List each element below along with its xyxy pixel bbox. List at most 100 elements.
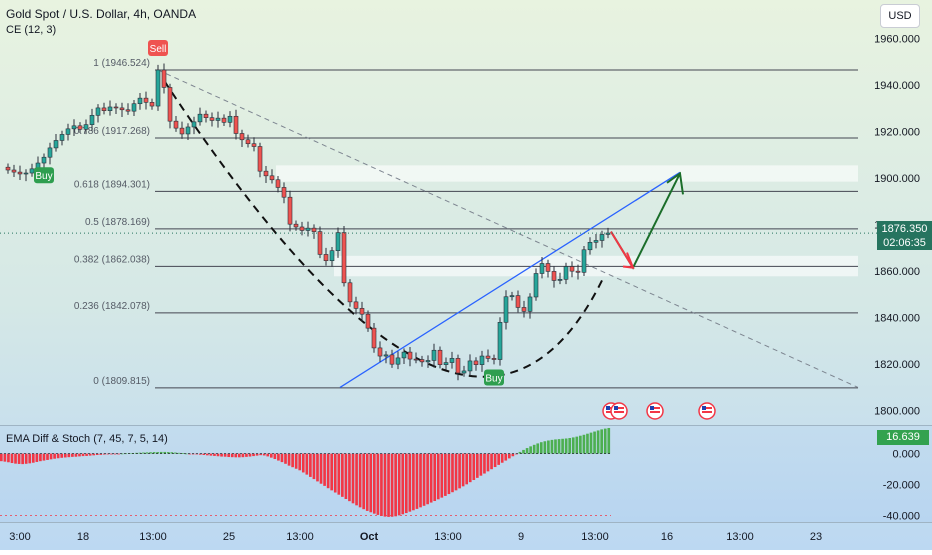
- histogram-bar: [348, 453, 351, 502]
- histogram-bar: [436, 453, 440, 500]
- histogram-bar: [401, 453, 405, 515]
- histogram-bar: [600, 429, 604, 454]
- histogram-bar: [309, 453, 312, 477]
- drawing-tools[interactable]: [157, 69, 859, 388]
- histogram-bar: [284, 453, 287, 464]
- currency-button[interactable]: USD: [880, 4, 920, 28]
- histogram-bar: [71, 453, 74, 457]
- histogram-bar: [106, 453, 110, 455]
- candle-body: [11, 169, 17, 173]
- histogram-bar: [252, 453, 255, 457]
- signal-labels: Sell Buy Buy: [34, 40, 504, 386]
- candle-body: [275, 179, 281, 188]
- histogram-bar: [14, 453, 17, 464]
- candle-body: [185, 126, 191, 135]
- candle-body: [95, 107, 101, 116]
- histogram-bar: [220, 453, 223, 457]
- candle-body: [449, 358, 455, 363]
- symbol-title[interactable]: Gold Spot / U.S. Dollar, 4h, OANDA: [6, 7, 197, 21]
- indicator-tick-label: -20.000: [883, 479, 920, 491]
- histogram-bar: [586, 433, 589, 454]
- histogram-bar: [88, 453, 92, 456]
- candle-body: [473, 360, 479, 365]
- histogram-bar: [490, 453, 493, 470]
- fibonacci-retracement[interactable]: 1 (1946.524) 0.786 (1917.268) 0.618 (1894.…: [74, 58, 858, 389]
- time-tick-label: 13:00: [286, 531, 314, 543]
- projection-path-down: [610, 231, 634, 269]
- buy-signal-label: Buy: [35, 171, 52, 182]
- candle-body: [71, 125, 77, 130]
- candle-body: [533, 273, 539, 298]
- histogram-bar: [163, 451, 167, 454]
- histogram-bar: [198, 453, 202, 455]
- histogram-bar: [483, 453, 486, 474]
- histogram-bar: [369, 453, 373, 513]
- candle-body: [407, 351, 413, 360]
- histogram-bar: [7, 453, 10, 463]
- candle-body: [323, 254, 329, 261]
- histogram-bar: [238, 453, 241, 458]
- candle-body: [143, 97, 149, 103]
- histogram-bar: [56, 453, 60, 459]
- candle-body: [251, 143, 257, 147]
- histogram-bar: [351, 453, 355, 504]
- price-tick-label: 1820.000: [874, 359, 920, 371]
- candle-body: [581, 249, 587, 273]
- histogram-bar: [511, 453, 515, 457]
- candle-body: [191, 121, 197, 128]
- resistance-zone: [276, 165, 858, 182]
- fib-level-label: 0.236 (1842.078): [74, 301, 150, 312]
- red-arrow-head: [622, 252, 635, 269]
- histogram-bar: [24, 453, 28, 464]
- candle-body: [17, 171, 23, 175]
- histogram-bar: [166, 452, 170, 454]
- time-tick-label: 18: [77, 531, 89, 543]
- histogram-bar: [447, 453, 451, 495]
- histogram-bar: [532, 444, 536, 454]
- candle-body: [77, 125, 83, 130]
- candle-body: [599, 234, 605, 241]
- candle-body: [425, 360, 431, 363]
- time-tick-label: 13:00: [581, 531, 609, 543]
- candle-body: [257, 146, 263, 172]
- histogram-bar: [142, 452, 145, 454]
- candle-body: [485, 355, 491, 359]
- candle-body: [521, 307, 527, 312]
- candle-body: [41, 156, 47, 164]
- candle-body: [347, 282, 353, 303]
- histogram-bar: [461, 453, 465, 487]
- price-tick-label: 1860.000: [874, 266, 920, 278]
- price-tick-label: 1900.000: [874, 173, 920, 185]
- candle-body: [383, 354, 389, 357]
- time-tick-label: 16: [661, 531, 673, 543]
- histogram-bar: [554, 439, 557, 454]
- histogram-bar: [323, 453, 326, 486]
- histogram-bar: [181, 453, 184, 454]
- indicator-ce-label[interactable]: CE (12, 3): [6, 24, 57, 36]
- histogram-bar: [202, 453, 206, 456]
- histogram-bar: [262, 453, 266, 456]
- histogram-bar: [429, 453, 433, 503]
- candle-body: [509, 295, 515, 298]
- histogram-bar: [529, 446, 532, 454]
- histogram-bar: [92, 453, 96, 456]
- flag-stripe: [650, 411, 660, 413]
- time-axis[interactable]: 3:00 18 13:00 25 13:00 Oct 13:00 9 13:00 16 13:00 2…: [9, 531, 822, 543]
- histogram-bar: [607, 427, 611, 454]
- candle-body: [443, 362, 449, 365]
- indicator-ema-stoch-label[interactable]: EMA Diff & Stoch (7, 45, 7, 5, 14): [6, 433, 168, 445]
- histogram-bar: [0, 453, 3, 462]
- candle-body: [341, 232, 347, 284]
- histogram-bar: [344, 453, 348, 500]
- candle-body: [377, 347, 383, 357]
- histogram-bar: [294, 453, 298, 469]
- histogram-bar: [536, 443, 540, 454]
- histogram-bar: [444, 453, 447, 496]
- candle-body: [371, 327, 377, 349]
- histogram-bar: [476, 453, 479, 478]
- histogram-bar: [49, 453, 53, 460]
- buy-signal: [484, 369, 504, 386]
- economic-events[interactable]: [602, 402, 716, 420]
